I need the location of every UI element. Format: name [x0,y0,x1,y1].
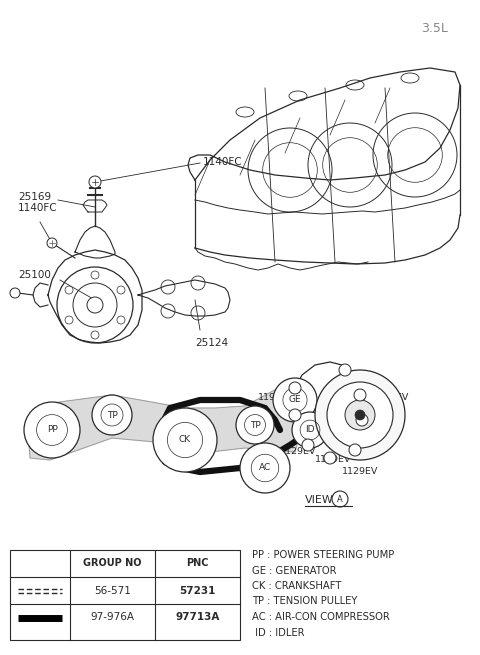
Text: TP : TENSION PULLEY: TP : TENSION PULLEY [252,597,358,607]
Text: AC: AC [259,464,271,472]
Circle shape [339,364,351,376]
Bar [358,416,366,424]
Bar [304,441,312,449]
Circle shape [324,452,336,464]
Text: TP: TP [107,411,118,419]
Circle shape [292,412,328,448]
Text: 1129EV: 1129EV [342,468,378,476]
Circle shape [89,176,101,188]
Polygon shape [28,379,310,460]
Text: 1129EV: 1129EV [310,430,347,438]
Circle shape [65,286,73,294]
Text: 25124: 25124 [195,338,228,348]
Circle shape [345,400,375,430]
Bar [356,391,364,399]
Circle shape [153,408,217,472]
Circle shape [91,271,99,279]
Bar [291,384,299,392]
Text: 97-976A: 97-976A [91,612,134,622]
Text: 1129EV: 1129EV [280,447,316,457]
Text: PP : POWER STEERING PUMP: PP : POWER STEERING PUMP [252,550,394,560]
Circle shape [302,439,314,451]
Circle shape [289,409,301,421]
Text: 25100: 25100 [18,270,51,280]
Circle shape [240,443,290,493]
Bar [291,411,299,419]
Circle shape [92,395,132,435]
Text: 1129EV: 1129EV [315,455,351,464]
Text: ID: ID [305,426,315,434]
Bar [326,454,334,462]
Circle shape [356,414,368,426]
Circle shape [236,406,274,444]
Text: 25169: 25169 [18,192,51,202]
Text: A: A [337,495,343,504]
Circle shape [117,286,125,294]
Text: PP: PP [47,426,58,434]
Text: PNC: PNC [186,559,209,569]
Text: 1140FC: 1140FC [203,157,242,167]
Circle shape [47,238,57,248]
Circle shape [273,378,317,422]
Text: VIEW: VIEW [305,495,334,505]
Text: ID : IDLER: ID : IDLER [252,627,304,637]
Text: TP: TP [250,421,260,430]
Circle shape [24,402,80,458]
Bar [15,586,65,595]
Text: GE: GE [288,396,301,405]
Circle shape [87,297,103,313]
Text: 97713A: 97713A [175,612,220,622]
Circle shape [289,382,301,394]
Bar [351,446,359,454]
Text: GROUP NO: GROUP NO [83,559,142,569]
Circle shape [91,331,99,339]
Bar [10,550,240,640]
Circle shape [355,410,365,420]
Text: 1196CF: 1196CF [258,392,294,402]
Text: AC : AIR-CON COMPRESSOR: AC : AIR-CON COMPRESSOR [252,612,390,622]
Text: 1129EV: 1129EV [373,394,409,403]
Text: 3.5L: 3.5L [421,22,448,35]
Circle shape [354,389,366,401]
Text: 57231: 57231 [180,586,216,595]
Circle shape [349,444,361,456]
Text: 56-571: 56-571 [94,586,131,595]
Circle shape [10,288,20,298]
Circle shape [315,370,405,460]
Text: GE : GENERATOR: GE : GENERATOR [252,565,336,576]
Text: 1140FC: 1140FC [18,203,58,213]
Text: CK : CRANKSHAFT: CK : CRANKSHAFT [252,581,341,591]
Text: CK: CK [179,436,191,445]
Circle shape [327,382,393,448]
Circle shape [65,316,73,324]
Circle shape [117,316,125,324]
